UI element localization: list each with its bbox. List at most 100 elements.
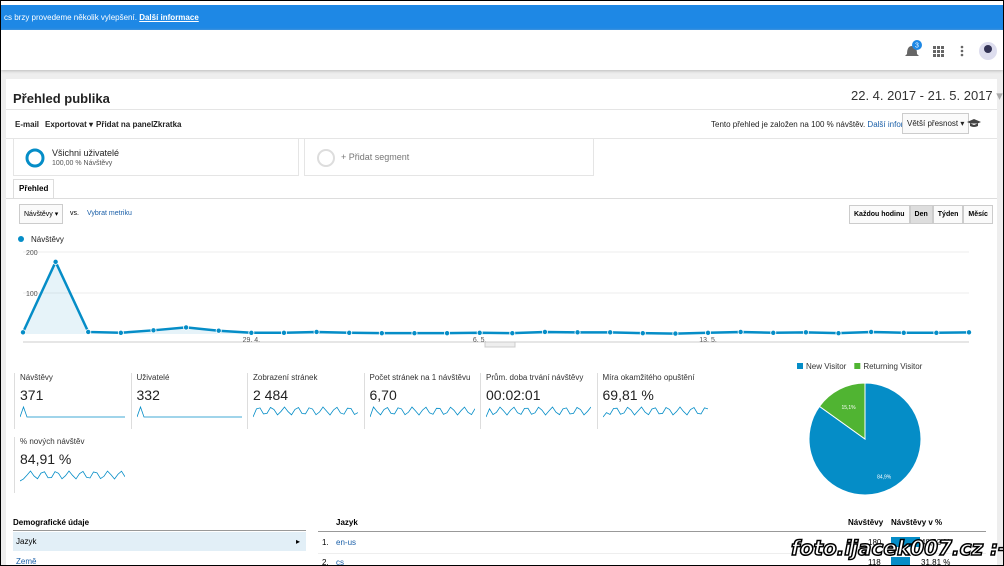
row-name: en-us — [336, 538, 357, 547]
table-row: 2. cs 118 31,81 % — [318, 554, 986, 566]
slice-label: 15,1% — [841, 405, 856, 411]
precision-select[interactable]: Větší přesnost ▾ — [902, 113, 970, 134]
sparkline — [486, 406, 591, 418]
period-button[interactable]: Den — [909, 205, 933, 224]
segment-detail: 100,00 % Návštěvy — [52, 160, 113, 167]
point — [639, 330, 646, 337]
point — [85, 328, 92, 335]
point — [868, 328, 875, 335]
toolbar-item[interactable]: E-mail — [15, 120, 40, 129]
table-header: Jazyk Návštěvy Návštěvy v % — [318, 518, 986, 532]
point — [215, 327, 222, 334]
demographics-title: Demografické údaje — [13, 518, 306, 531]
sparkline — [136, 405, 242, 418]
metric-tile: Počet stránek na 1 návštěvu 6,70 — [363, 373, 480, 429]
metric-value: 2 484 — [253, 387, 289, 403]
metric-label: % nových návštěv — [20, 437, 85, 446]
sparkline — [20, 470, 125, 482]
precision-text: Větší přesnost — [907, 119, 959, 128]
apps-icon[interactable] — [933, 46, 944, 57]
pick-metric[interactable]: Vybrat metriku — [87, 210, 132, 217]
pie-slice — [818, 382, 866, 440]
banner: cs brzy provedeme několik vylepšení. Dal… — [1, 5, 1003, 30]
metric-tile: Návštěvy 371 — [14, 373, 130, 429]
point — [378, 330, 385, 337]
point — [835, 330, 842, 337]
segment-ring — [25, 148, 45, 168]
point — [280, 329, 287, 336]
watermark: foto.ijacek007.cz :-) — [790, 535, 1004, 561]
table-row: 1. en-us 180 48,52 % — [318, 534, 986, 554]
legend-label: Návštěvy — [31, 235, 64, 244]
sparkline-path — [20, 470, 125, 482]
point — [802, 329, 809, 336]
metric-value: 6,70 — [369, 387, 397, 403]
period-button[interactable]: Každou hodinu — [849, 205, 910, 224]
add-ring — [317, 149, 335, 167]
metric-tile: Prům. doba trvání návštěvy 00:02:01 — [480, 373, 596, 429]
point — [117, 329, 124, 336]
sparkline — [602, 406, 708, 418]
toolbar-item[interactable]: Přidat na panel — [96, 120, 154, 129]
segment-name: Všichni uživatelé — [52, 148, 120, 158]
metric-label: Zobrazení stránek — [253, 373, 318, 382]
date-range[interactable]: 22. 4. 2017 - 21. 5. 2017 ▾ — [851, 88, 1003, 103]
point — [672, 330, 679, 337]
badge — [912, 40, 922, 50]
metric-value: 332 — [136, 387, 160, 403]
metric-select[interactable]: Návštěvy ▾ — [19, 204, 64, 224]
demographic-item[interactable]: Země — [16, 557, 37, 566]
metric-label: Míra okamžitého opuštění — [602, 373, 695, 382]
demographic-text: Jazyk — [16, 537, 37, 546]
point — [476, 329, 483, 336]
point — [150, 327, 157, 334]
note-text: Tento přehled je založen na 100 % návště… — [711, 120, 866, 129]
sparkline-path — [136, 405, 242, 418]
point — [607, 329, 614, 336]
area — [23, 261, 969, 334]
sparkline-path — [602, 406, 708, 418]
sparkline-path — [253, 406, 358, 418]
banner-text: cs brzy provedeme několik vylepšení. — [4, 13, 137, 22]
point — [737, 328, 744, 335]
segment-card[interactable]: Všichni uživatelé 100,00 % Návštěvy — [13, 138, 299, 176]
note-link[interactable]: Další informace — [867, 120, 923, 129]
metric-label: Prům. doba trvání návštěvy — [486, 373, 584, 382]
banner-link[interactable]: Další informace — [139, 13, 199, 22]
menu-icon[interactable] — [960, 45, 964, 57]
metric-label: Návštěvy — [20, 373, 53, 382]
row-percent: 31,81 % — [921, 558, 951, 566]
row-visits: 180 — [868, 538, 882, 547]
demographic-item[interactable]: Jazyk ▸ — [13, 532, 306, 551]
metric-select-text: Návštěvy — [24, 211, 53, 218]
sampling-note: Tento přehled je založen na 100 % návště… — [711, 120, 923, 129]
vs-text: vs. — [70, 210, 79, 217]
point — [52, 258, 59, 265]
sparkline-path — [369, 406, 475, 418]
toolbar-item[interactable]: Exportovat ▾ — [45, 120, 94, 129]
period-button[interactable]: Měsíc — [963, 205, 993, 224]
x-tick-label: 13. 5. — [699, 337, 717, 344]
sparkline-path — [20, 405, 125, 418]
point — [444, 330, 451, 337]
point — [248, 329, 255, 336]
line — [21, 258, 970, 335]
point — [411, 330, 418, 337]
add-segment[interactable]: + Přidat segment — [304, 138, 594, 176]
point — [574, 329, 581, 336]
sparkline — [253, 406, 358, 418]
period-button[interactable]: Týden — [932, 205, 964, 224]
x-tick-label: 6. 5. — [473, 337, 487, 344]
toolbar-item[interactable]: Zkratka — [153, 120, 182, 129]
point — [770, 329, 777, 336]
row-visits: 118 — [868, 558, 881, 566]
metric-tile: Zobrazení stránek 2 484 — [247, 373, 363, 429]
sparkline — [369, 406, 475, 418]
row-bar — [891, 537, 921, 547]
metric-value: 371 — [20, 387, 44, 403]
legend-swatch — [797, 363, 803, 369]
sparkline-path — [486, 406, 591, 418]
top-strip — [1, 1, 1003, 5]
